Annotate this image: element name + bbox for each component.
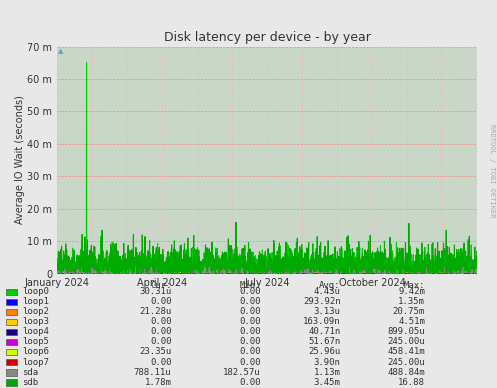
FancyBboxPatch shape bbox=[6, 369, 17, 376]
Text: RRDTOOL / TOBI OETIKER: RRDTOOL / TOBI OETIKER bbox=[489, 124, 495, 218]
Text: 0.00: 0.00 bbox=[240, 378, 261, 387]
Text: 0.00: 0.00 bbox=[150, 327, 171, 336]
Text: 0.00: 0.00 bbox=[240, 337, 261, 346]
Text: 51.67n: 51.67n bbox=[308, 337, 340, 346]
Text: 245.00u: 245.00u bbox=[387, 337, 425, 346]
Text: 3.45m: 3.45m bbox=[314, 378, 340, 387]
Text: 1.78m: 1.78m bbox=[145, 378, 171, 387]
Text: ▲: ▲ bbox=[59, 48, 64, 54]
Text: sda: sda bbox=[22, 367, 38, 377]
FancyBboxPatch shape bbox=[6, 379, 17, 386]
Text: 4.43u: 4.43u bbox=[314, 287, 340, 296]
Text: 899.05u: 899.05u bbox=[387, 327, 425, 336]
FancyBboxPatch shape bbox=[6, 299, 17, 305]
FancyBboxPatch shape bbox=[6, 339, 17, 345]
Text: loop5: loop5 bbox=[22, 337, 49, 346]
Text: loop1: loop1 bbox=[22, 297, 49, 306]
Text: 0.00: 0.00 bbox=[240, 327, 261, 336]
Text: loop3: loop3 bbox=[22, 317, 49, 326]
Text: Max:: Max: bbox=[404, 281, 425, 290]
Text: 3.90n: 3.90n bbox=[314, 357, 340, 367]
Text: 1.13m: 1.13m bbox=[314, 367, 340, 377]
Text: 0.00: 0.00 bbox=[150, 297, 171, 306]
Text: 3.13u: 3.13u bbox=[314, 307, 340, 316]
Text: 293.92n: 293.92n bbox=[303, 297, 340, 306]
Text: 0.00: 0.00 bbox=[150, 357, 171, 367]
Text: 23.35u: 23.35u bbox=[139, 347, 171, 357]
Text: 0.00: 0.00 bbox=[240, 287, 261, 296]
FancyBboxPatch shape bbox=[6, 359, 17, 365]
Text: 40.71n: 40.71n bbox=[308, 327, 340, 336]
Text: Min:: Min: bbox=[240, 281, 261, 290]
Text: 0.00: 0.00 bbox=[240, 347, 261, 357]
Text: Avg:: Avg: bbox=[319, 281, 340, 290]
Text: 0.00: 0.00 bbox=[240, 317, 261, 326]
FancyBboxPatch shape bbox=[6, 289, 17, 295]
Text: 30.31u: 30.31u bbox=[139, 287, 171, 296]
Text: 21.28u: 21.28u bbox=[139, 307, 171, 316]
Text: 0.00: 0.00 bbox=[240, 307, 261, 316]
Text: 0.00: 0.00 bbox=[240, 357, 261, 367]
Text: 163.09n: 163.09n bbox=[303, 317, 340, 326]
Text: 488.84m: 488.84m bbox=[387, 367, 425, 377]
Text: 0.00: 0.00 bbox=[150, 337, 171, 346]
Text: 0.00: 0.00 bbox=[240, 297, 261, 306]
Text: 20.75m: 20.75m bbox=[393, 307, 425, 316]
Text: 1.35m: 1.35m bbox=[398, 297, 425, 306]
Y-axis label: Average IO Wait (seconds): Average IO Wait (seconds) bbox=[14, 95, 24, 225]
Text: 182.57u: 182.57u bbox=[223, 367, 261, 377]
FancyBboxPatch shape bbox=[6, 329, 17, 335]
FancyBboxPatch shape bbox=[6, 309, 17, 315]
Title: Disk latency per device - by year: Disk latency per device - by year bbox=[164, 31, 371, 44]
Text: 16.88: 16.88 bbox=[398, 378, 425, 387]
Text: 9.42m: 9.42m bbox=[398, 287, 425, 296]
Text: Cur:: Cur: bbox=[150, 281, 171, 290]
Text: 788.11u: 788.11u bbox=[134, 367, 171, 377]
Text: 0.00: 0.00 bbox=[150, 317, 171, 326]
FancyBboxPatch shape bbox=[6, 319, 17, 325]
Text: loop0: loop0 bbox=[22, 287, 49, 296]
FancyBboxPatch shape bbox=[6, 349, 17, 355]
Text: 458.41m: 458.41m bbox=[387, 347, 425, 357]
Text: 25.96u: 25.96u bbox=[308, 347, 340, 357]
Text: 4.51m: 4.51m bbox=[398, 317, 425, 326]
Text: loop2: loop2 bbox=[22, 307, 49, 316]
Text: 245.00u: 245.00u bbox=[387, 357, 425, 367]
Text: sdb: sdb bbox=[22, 378, 38, 387]
Text: loop6: loop6 bbox=[22, 347, 49, 357]
Text: loop7: loop7 bbox=[22, 357, 49, 367]
Text: loop4: loop4 bbox=[22, 327, 49, 336]
